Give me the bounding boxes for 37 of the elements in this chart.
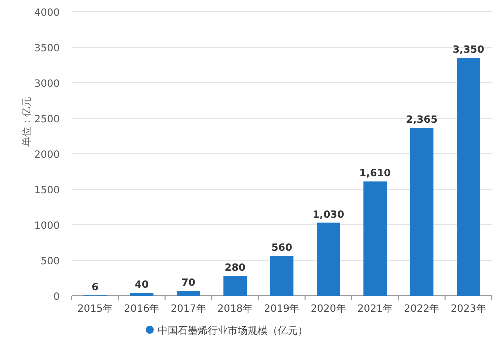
x-tick-label: 2023年 xyxy=(450,303,486,315)
x-tick-label: 2018年 xyxy=(218,303,254,315)
bar xyxy=(270,256,294,296)
legend-label: 中国石墨烯行业市场规模（亿元） xyxy=(158,325,308,337)
y-tick-label: 3000 xyxy=(34,79,60,90)
x-tick-label: 2019年 xyxy=(264,303,300,315)
data-label: 6 xyxy=(92,282,99,294)
bar xyxy=(317,222,340,296)
y-tick-label: 2000 xyxy=(34,150,60,161)
x-tick-label: 2016年 xyxy=(124,303,160,315)
data-label: 40 xyxy=(135,280,149,292)
bar xyxy=(224,276,247,296)
data-label: 1,610 xyxy=(360,168,392,180)
y-tick-label: 3500 xyxy=(34,44,60,54)
x-tick-label: 2015年 xyxy=(78,303,114,315)
x-tick-label: 2021年 xyxy=(358,303,394,315)
x-tick-label: 2020年 xyxy=(310,303,346,315)
data-label: 3,350 xyxy=(452,45,485,56)
y-tick-label: 2500 xyxy=(34,114,60,126)
bar xyxy=(410,128,434,296)
y-tick-label: 500 xyxy=(40,256,60,268)
x-tick-label: 2022年 xyxy=(404,303,440,315)
y-tick-label: 1000 xyxy=(34,221,60,232)
y-tick-label: 1500 xyxy=(34,186,60,196)
bar xyxy=(457,58,480,296)
bar xyxy=(130,293,154,296)
data-label: 280 xyxy=(224,263,246,274)
data-label: 1,030 xyxy=(312,210,345,221)
data-label: 560 xyxy=(272,243,292,254)
y-axis-title: 单位：亿元 xyxy=(21,97,33,147)
x-tick-label: 2017年 xyxy=(170,303,206,315)
y-tick-label: 0 xyxy=(54,292,60,303)
y-tick-label: 4000 xyxy=(34,8,60,19)
bar xyxy=(177,291,200,296)
bar xyxy=(364,182,387,296)
data-label: 70 xyxy=(182,278,196,290)
data-label: 2,365 xyxy=(406,115,438,126)
